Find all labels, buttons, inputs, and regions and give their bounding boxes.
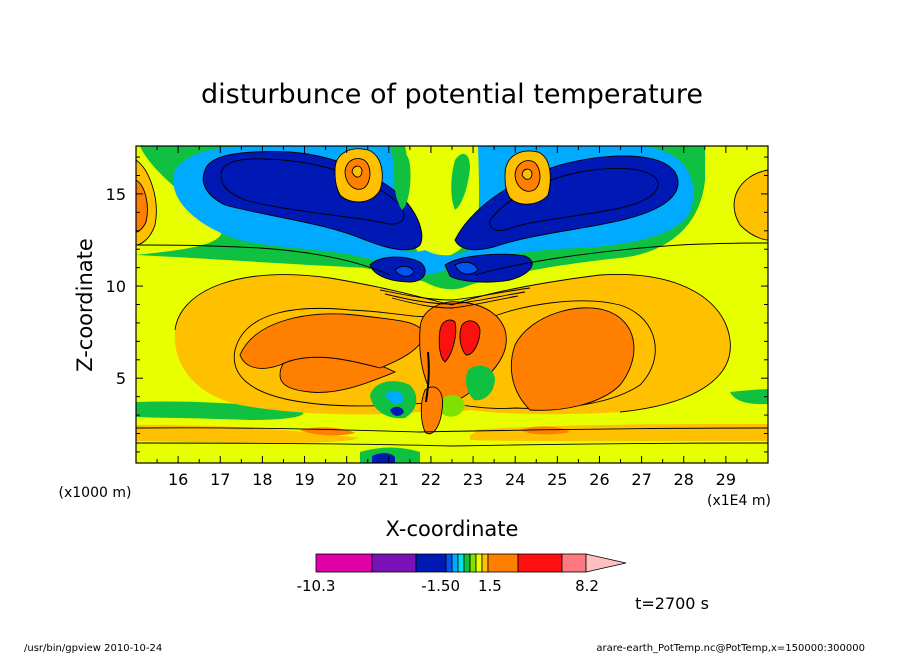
warm-lobes [174, 274, 731, 415]
contour-stack-3 [391, 295, 519, 309]
colorbar-swatch [469, 553, 477, 573]
contour-field [136, 146, 768, 463]
cold-inner-blue-right [454, 261, 479, 275]
y-unit-note: (x1000 m) [59, 485, 132, 501]
mid-mixing-zone [370, 351, 495, 437]
center-green-spike-right [451, 153, 470, 210]
x-tick-label: 19 [294, 470, 314, 489]
cold-core-right [489, 167, 659, 231]
band-green-right-low [730, 389, 768, 405]
colorbar-swatch [487, 553, 519, 573]
x-axis: 16 17 18 19 20 21 22 23 24 25 26 27 28 29 [156, 146, 748, 489]
colorbar-swatch [517, 553, 563, 573]
footer-left: /usr/bin/gpview 2010-10-24 [24, 643, 162, 654]
colorbar-swatch [451, 553, 459, 573]
x-tick-label: 16 [168, 470, 188, 489]
x-tick-label: 25 [547, 470, 567, 489]
x-tick-label: 22 [421, 470, 441, 489]
warm-red-right [510, 307, 635, 411]
warm-core-red-2 [459, 320, 481, 356]
colorbar-swatch [315, 553, 373, 573]
colorbar-swatch [481, 553, 489, 573]
cold-lower-right [444, 253, 533, 283]
contour-stack-1 [379, 287, 531, 301]
y-axis-label: Z-coordinate [73, 238, 97, 372]
colorbar-swatch [457, 553, 465, 573]
mix-lime [440, 395, 465, 417]
colorbar-tick-label: 1.5 [478, 577, 502, 595]
x-tick-label: 27 [631, 470, 651, 489]
x-tick-label: 29 [716, 470, 736, 489]
colorbar-swatch [475, 553, 483, 573]
x-tick-label: 24 [505, 470, 525, 489]
x-axis-label: X-coordinate [386, 517, 519, 541]
contour-stack-2 [384, 291, 526, 305]
y-tick-label: 5 [116, 369, 126, 388]
right-edge-warm [733, 169, 768, 241]
colorbar [315, 553, 627, 573]
mix-green-right [466, 365, 495, 401]
colorbar-ticks: -10.3 -1.50 1.5 8.2 [297, 577, 599, 595]
contour-low-2 [136, 442, 768, 447]
y-tick-label: 10 [106, 277, 126, 296]
chart-title: disturbunce of potential temperature [201, 79, 703, 110]
colorbar-swatch [415, 553, 447, 573]
center-green-spike-left [393, 153, 411, 210]
warm-cell-right-core [521, 168, 533, 180]
contour-upper-right [474, 242, 768, 276]
contour-low-1 [136, 427, 768, 433]
colorbar-swatch [561, 553, 587, 573]
center-yellow-tongue [405, 146, 460, 232]
colorbar-tick-label: 8.2 [575, 577, 599, 595]
left-edge-warm-inner [136, 179, 148, 233]
colorbar-swatch [463, 553, 471, 573]
footer-right: arare-earth_PotTemp.nc@PotTemp,x=150000:… [596, 643, 865, 654]
cold-inner-blue-left [394, 265, 415, 277]
contour-lines [136, 242, 768, 447]
colorbar-swatch [371, 553, 417, 573]
x-tick-label: 17 [210, 470, 230, 489]
colorbar-tick-label: -1.50 [421, 577, 460, 595]
warm-cell-left-core [351, 165, 363, 178]
contour-outer-lobe [174, 274, 731, 413]
mix-blue [390, 406, 404, 416]
x-tick-label: 28 [674, 470, 694, 489]
colorbar-tick-label: -10.3 [297, 577, 336, 595]
colorbar-swatch [445, 553, 453, 573]
x-unit-note: (x1E4 m) [707, 493, 771, 509]
band-red-low-right [520, 426, 570, 435]
x-tick-label: 18 [252, 470, 272, 489]
warm-core-red-1 [438, 319, 457, 363]
contour-upper-left [136, 244, 391, 276]
mix-black-streak [425, 351, 430, 403]
band-orange-low-left [136, 424, 360, 443]
cold-core-left [220, 158, 405, 225]
x-tick-label: 23 [463, 470, 483, 489]
upper-warm-cells [136, 146, 768, 246]
y-axis: 5 10 15 [106, 156, 768, 453]
time-annotation: t=2700 s [635, 594, 709, 613]
x-tick-label: 20 [336, 470, 356, 489]
mix-cyan [385, 390, 404, 405]
y-tick-label: 15 [106, 185, 126, 204]
x-tick-label: 26 [589, 470, 609, 489]
colorbar-arrow [585, 553, 627, 573]
x-tick-label: 21 [379, 470, 399, 489]
warm-red-center-left [239, 313, 426, 369]
